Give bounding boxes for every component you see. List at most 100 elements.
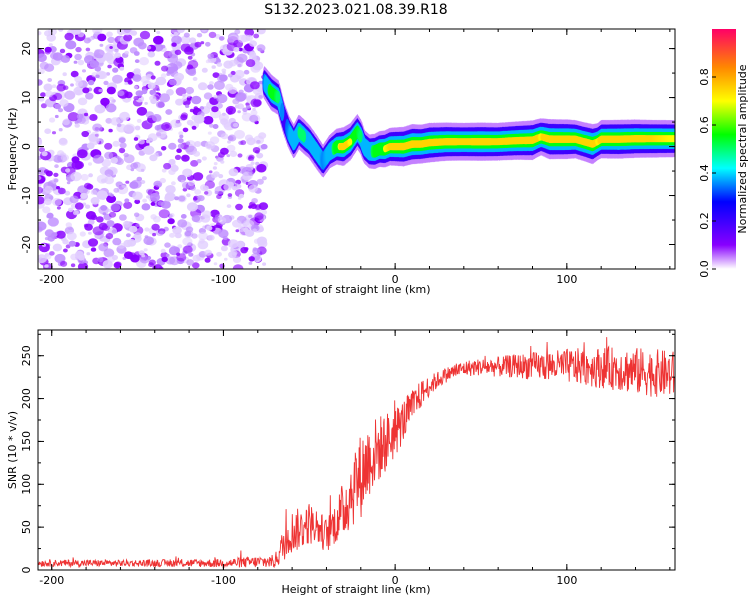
noise-blob — [38, 226, 43, 233]
noise-blob — [237, 110, 241, 114]
noise-blob — [118, 137, 126, 144]
noise-blob — [69, 195, 79, 204]
noise-blob — [234, 129, 245, 139]
noise-blob — [227, 73, 233, 78]
noise-blob — [175, 87, 187, 96]
noise-blob — [90, 197, 100, 205]
noise-blob — [150, 98, 157, 105]
noise-blob — [58, 187, 66, 195]
noise-blob — [123, 34, 133, 42]
noise-blob — [42, 243, 46, 247]
noise-blob — [82, 87, 90, 94]
noise-blob — [186, 119, 194, 126]
noise-blob — [181, 154, 190, 162]
noise-blob — [146, 45, 152, 50]
figure-title: S132.2023.021.08.39.R18 — [264, 2, 447, 18]
noise-blob — [256, 163, 267, 173]
noise-blob — [185, 104, 190, 108]
noise-blob — [85, 92, 94, 100]
noise-blob — [245, 105, 251, 109]
noise-blob — [59, 99, 69, 107]
noise-blob — [194, 189, 202, 195]
noise-blob — [92, 29, 103, 35]
y-tick-label: -20 — [20, 236, 33, 254]
noise-blob — [84, 55, 95, 64]
noise-blob — [65, 222, 73, 228]
noise-blob — [244, 247, 249, 251]
colorbar-tick-label: 0.0 — [698, 260, 711, 278]
noise-blob — [59, 48, 66, 54]
noise-blob — [155, 182, 162, 188]
noise-blob — [97, 257, 104, 263]
noise-blob — [222, 71, 226, 75]
noise-blob — [45, 90, 54, 98]
noise-blob — [152, 114, 162, 122]
noise-blob — [108, 128, 113, 133]
noise-blob — [228, 251, 237, 259]
noise-blob — [226, 154, 231, 158]
noise-blob — [92, 123, 103, 132]
noise-blob — [135, 163, 146, 173]
noise-blob — [191, 125, 197, 130]
noise-blob — [41, 151, 48, 157]
noise-blob — [184, 46, 194, 55]
noise-blob — [226, 144, 236, 153]
noise-blob — [106, 51, 114, 58]
spectrogram-ylabel: Frequency (Hz) — [6, 108, 19, 191]
noise-blob — [107, 64, 112, 69]
noise-blob — [201, 156, 207, 161]
noise-blob — [113, 187, 120, 193]
noise-blob — [208, 170, 213, 174]
noise-blob — [186, 202, 198, 212]
noise-blob — [58, 29, 64, 32]
noise-blob — [249, 51, 257, 58]
noise-blob — [208, 31, 217, 39]
noise-blob — [74, 202, 84, 210]
noise-blob — [38, 79, 43, 86]
noise-blob — [54, 103, 62, 110]
noise-blob — [147, 82, 156, 90]
noise-blob — [212, 124, 219, 129]
noise-blob — [218, 36, 225, 41]
noise-blob — [256, 236, 268, 246]
noise-blob — [145, 74, 153, 80]
noise-blob — [139, 57, 149, 66]
noise-blob — [166, 89, 174, 96]
noise-blob — [109, 46, 113, 49]
noise-blob — [174, 154, 182, 160]
noise-blob — [62, 119, 70, 126]
noise-blob — [161, 168, 167, 173]
noise-blob — [112, 237, 122, 246]
noise-blob — [198, 238, 205, 244]
noise-blob — [256, 29, 266, 35]
noise-blob — [83, 223, 89, 228]
noise-blob — [187, 60, 199, 69]
noise-blob — [116, 29, 126, 36]
noise-blob — [40, 103, 47, 109]
noise-blob — [43, 169, 50, 174]
noise-blob — [258, 95, 263, 99]
noise-blob — [188, 252, 194, 257]
noise-blob — [155, 129, 167, 139]
noise-blob — [217, 74, 227, 83]
noise-blob — [39, 61, 49, 70]
noise-blob — [101, 178, 107, 183]
noise-blob — [63, 248, 68, 253]
noise-blob — [143, 236, 154, 246]
noise-blob — [44, 49, 51, 55]
noise-blob — [261, 176, 267, 181]
noise-blob — [197, 82, 208, 91]
noise-blob — [74, 76, 83, 83]
ridge-mark — [280, 102, 285, 121]
noise-blob — [38, 152, 41, 156]
noise-blob — [219, 263, 225, 269]
noise-blob — [123, 29, 131, 34]
noise-blob — [149, 154, 158, 162]
noise-blob — [193, 196, 198, 201]
noise-blob — [76, 149, 88, 159]
noise-blob — [220, 133, 229, 140]
noise-blob — [101, 159, 111, 168]
noise-blob — [223, 183, 232, 191]
noise-blob — [185, 226, 194, 233]
noise-blob — [85, 204, 91, 209]
